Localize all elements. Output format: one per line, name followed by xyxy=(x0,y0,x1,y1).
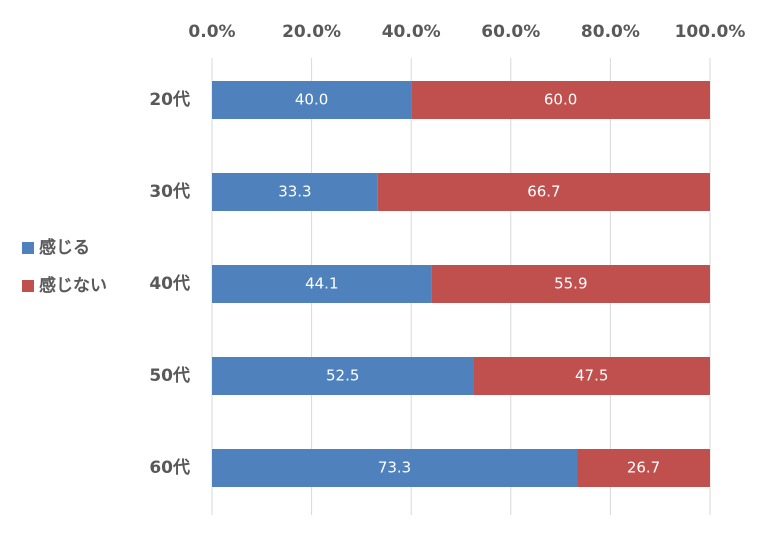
category-label: 40代 xyxy=(149,273,190,294)
data-labels: 40.0 60.0 33.3 66.7 44.1 55.9 52.5 47.5 73.3 26.7 xyxy=(278,91,660,477)
bar-segment xyxy=(212,449,578,487)
data-label: 52.5 xyxy=(326,367,359,385)
bar-segment xyxy=(473,357,710,395)
legend-label: 感じる xyxy=(39,237,90,258)
data-label: 44.1 xyxy=(305,275,338,293)
category-label: 30代 xyxy=(149,181,190,202)
legend-swatch xyxy=(22,242,34,254)
bar-segment xyxy=(377,173,710,211)
data-label: 73.3 xyxy=(378,459,411,477)
bar-segment xyxy=(577,449,710,487)
x-tick-label: 60.0% xyxy=(481,22,540,42)
x-tick-label: 0.0% xyxy=(188,22,235,42)
data-label: 60.0 xyxy=(544,91,577,109)
bar-segment xyxy=(212,173,378,211)
x-tick-label: 20.0% xyxy=(282,22,341,42)
x-tick-label: 100.0% xyxy=(675,22,746,42)
x-tick-label: 80.0% xyxy=(581,22,640,42)
bar-segment xyxy=(431,265,710,303)
bar-segment xyxy=(411,81,710,119)
bar-segment xyxy=(212,357,474,395)
data-label: 66.7 xyxy=(527,183,560,201)
category-label: 60代 xyxy=(149,457,190,478)
data-label: 40.0 xyxy=(295,91,328,109)
data-label: 26.7 xyxy=(627,459,660,477)
legend-swatch xyxy=(22,280,34,292)
data-label: 47.5 xyxy=(575,367,608,385)
category-labels: 20代 30代 40代 50代 60代 xyxy=(149,89,190,478)
bar-segment xyxy=(212,81,412,119)
data-label: 55.9 xyxy=(554,275,587,293)
data-label: 33.3 xyxy=(278,183,311,201)
legend-label: 感じない xyxy=(39,275,107,296)
bar-segment xyxy=(212,265,432,303)
x-tick-label: 40.0% xyxy=(382,22,441,42)
category-label: 50代 xyxy=(149,365,190,386)
x-axis-tick-labels: 0.0% 20.0% 40.0% 60.0% 80.0% 100.0% xyxy=(188,22,745,42)
bars xyxy=(212,81,710,487)
category-label: 20代 xyxy=(149,89,190,110)
